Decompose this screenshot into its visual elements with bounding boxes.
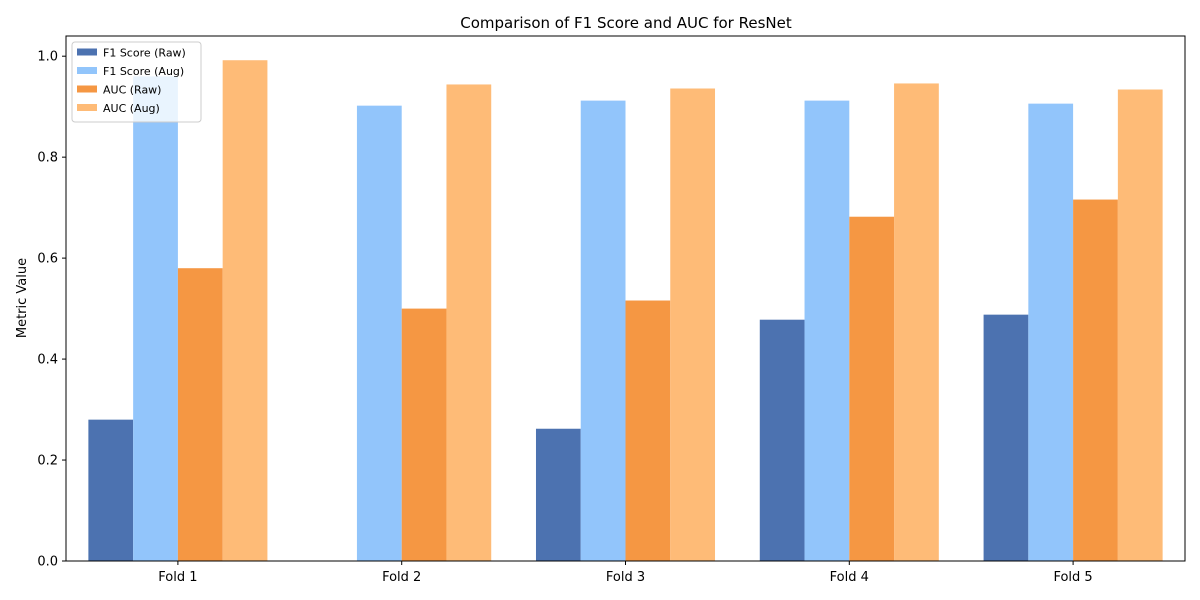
y-tick-label: 0.8 <box>37 151 58 166</box>
x-tick-label: Fold 1 <box>158 570 197 585</box>
x-tick-label: Fold 2 <box>382 570 421 585</box>
legend: F1 Score (Raw) F1 Score (Aug) AUC (Raw) AUC… <box>71 41 202 123</box>
y-axis-label: Metric Value <box>15 258 30 338</box>
bar-4-5 <box>1117 89 1163 561</box>
legend-swatch <box>77 104 97 111</box>
bar-1-1 <box>88 419 134 561</box>
bar-4-2 <box>446 84 492 562</box>
axes-group: 0.0 0.2 0.4 0.6 0.8 1.0 Fold 1 Fold 2 Fold 3 Fold… <box>37 35 1186 585</box>
y-tick-label: 0.0 <box>37 555 58 570</box>
legend-label: F1 Score (Raw) <box>103 47 186 60</box>
legend-label: F1 Score (Aug) <box>103 65 184 78</box>
chart-title: Comparison of F1 Score and AUC for ResNe… <box>460 14 792 32</box>
legend-label: AUC (Raw) <box>103 84 161 97</box>
legend-box <box>71 41 202 123</box>
bar-1-5 <box>983 314 1029 561</box>
bar-2-4 <box>804 100 850 562</box>
bar-3-1 <box>177 268 223 561</box>
legend-swatch <box>77 48 97 56</box>
bar-3-4 <box>849 216 895 561</box>
bar-3-2 <box>401 308 447 561</box>
legend-swatch <box>77 67 97 74</box>
bar-2-2 <box>356 105 402 561</box>
bar-4-1 <box>222 60 268 561</box>
x-tick-label: Fold 5 <box>1053 570 1092 585</box>
bar-3-3 <box>625 300 671 561</box>
legend-swatch <box>77 85 97 93</box>
x-tick-label: Fold 3 <box>606 570 645 585</box>
bar-2-1 <box>133 76 178 561</box>
y-tick-label: 0.4 <box>37 353 58 368</box>
legend-label: AUC (Aug) <box>103 102 160 115</box>
bars-group <box>88 60 1163 562</box>
bar-4-3 <box>670 88 716 561</box>
y-tick-label: 0.6 <box>37 252 58 267</box>
bar-1-3 <box>535 428 581 561</box>
bar-3-5 <box>1073 199 1118 561</box>
bar-2-5 <box>1028 103 1074 561</box>
bar-1-4 <box>759 319 805 561</box>
bar-2-3 <box>580 100 626 562</box>
bar-4-4 <box>894 83 939 561</box>
y-tick-label: 0.2 <box>37 454 58 469</box>
x-tick-label: Fold 4 <box>830 570 869 585</box>
y-tick-label: 1.0 <box>37 50 58 65</box>
